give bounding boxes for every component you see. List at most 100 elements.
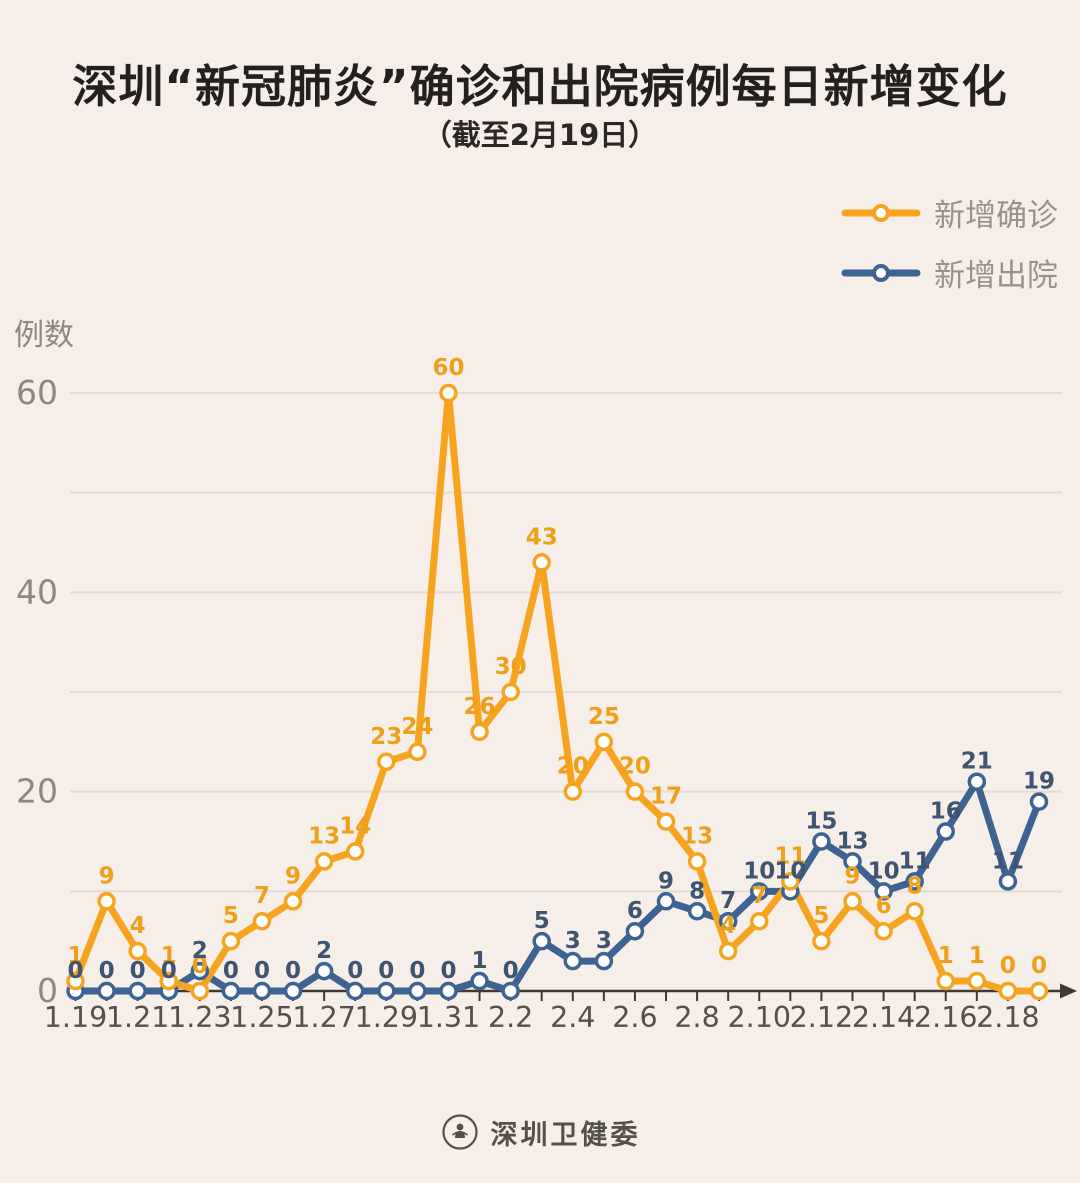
discharged-point xyxy=(936,822,955,841)
confirmed-point xyxy=(905,902,924,921)
discharged-point xyxy=(718,911,738,931)
y-axis-unit-label: 例数 xyxy=(14,318,74,353)
confirmed-value-label: 9 xyxy=(844,863,860,889)
x-tick-label: 2.4 xyxy=(550,1001,595,1034)
legend-swatch-confirmed-icon xyxy=(841,203,921,222)
confirmed-value-label: 30 xyxy=(495,654,527,680)
discharged-value-label: 0 xyxy=(254,958,270,984)
discharged-value-label: 5 xyxy=(534,908,550,934)
discharged-point xyxy=(221,981,241,1001)
x-tick-label: 1.27 xyxy=(292,1001,355,1034)
discharged-point xyxy=(594,951,614,971)
confirmed-value-label: 7 xyxy=(751,883,767,909)
confirmed-point xyxy=(128,941,147,961)
confirmed-point xyxy=(190,981,210,1001)
y-tick-label: 40 xyxy=(16,572,58,611)
page-title: 深圳“新冠肺炎”确诊和出院病例每日新增变化 xyxy=(72,60,1008,113)
x-tick-label: 1.21 xyxy=(106,1001,169,1034)
discharged-value-label: 21 xyxy=(961,749,993,775)
discharged-value-label: 3 xyxy=(565,928,581,954)
x-tick-label: 1.25 xyxy=(230,1001,293,1034)
discharged-value-label: 15 xyxy=(805,808,837,834)
discharged-value-label: 10 xyxy=(868,858,900,884)
x-tick-label: 2.16 xyxy=(914,1001,977,1034)
discharged-value-label: 19 xyxy=(1023,769,1055,795)
discharged-value-label: 10 xyxy=(774,858,806,884)
confirmed-value-label: 9 xyxy=(285,863,301,889)
confirmed-value-label: 1 xyxy=(161,943,177,969)
confirmed-value-label: 20 xyxy=(619,754,651,780)
legend: 新增确诊 新增出院 xyxy=(840,190,1058,295)
confirmed-value-label: 60 xyxy=(432,355,464,381)
discharged-value-label: 11 xyxy=(899,848,931,874)
confirmed-point xyxy=(377,752,396,772)
legend-item-discharged: 新增出院 xyxy=(840,250,1058,295)
confirmed-point xyxy=(687,852,707,871)
discharged-value-label: 0 xyxy=(161,958,177,984)
confirmed-point xyxy=(221,931,241,951)
confirmed-point xyxy=(1029,981,1049,1001)
discharged-point xyxy=(998,872,1018,891)
discharged-value-label: 9 xyxy=(658,868,674,894)
confirmed-point xyxy=(936,971,955,991)
health-commission-logo-icon xyxy=(441,1114,478,1150)
x-tick-label: 2.2 xyxy=(488,1001,533,1034)
legend-item-confirmed: 新增确诊 xyxy=(840,190,1058,235)
discharged-point xyxy=(625,921,645,941)
x-tick-label: 2.18 xyxy=(976,1001,1039,1034)
confirmed-point xyxy=(750,911,769,931)
discharged-point xyxy=(97,981,116,1001)
discharged-value-label: 11 xyxy=(992,848,1024,874)
confirmed-point xyxy=(625,782,645,801)
confirmed-point xyxy=(345,842,365,861)
legend-label-confirmed: 新增确诊 xyxy=(934,198,1058,234)
discharged-value-label: 0 xyxy=(130,958,146,984)
confirmed-point xyxy=(563,782,583,801)
confirmed-point xyxy=(283,892,303,911)
discharged-value-label: 0 xyxy=(285,958,301,984)
discharged-point xyxy=(314,961,334,981)
confirmed-value-label: 13 xyxy=(308,823,340,849)
discharged-value-label: 13 xyxy=(836,828,868,854)
x-tick-label: 1.31 xyxy=(417,1001,480,1034)
x-tick-label: 2.14 xyxy=(852,1001,915,1034)
x-tick-label: 2.8 xyxy=(674,1001,719,1034)
confirmed-point xyxy=(967,971,987,991)
discharged-point xyxy=(408,981,427,1001)
confirmed-point xyxy=(718,941,738,961)
discharged-value-label: 3 xyxy=(596,928,612,954)
confirmed-point xyxy=(66,971,85,991)
confirmed-value-label: 26 xyxy=(464,694,496,720)
x-tick-label: 2.10 xyxy=(728,1001,791,1034)
discharged-point xyxy=(283,981,303,1001)
x-tick-label: 1.23 xyxy=(168,1001,231,1034)
confirmed-value-label: 17 xyxy=(650,784,682,810)
discharged-value-label: 0 xyxy=(409,958,425,984)
discharged-value-label: 1 xyxy=(472,948,488,974)
discharged-point xyxy=(377,981,396,1001)
discharged-point xyxy=(843,852,862,871)
x-tick-label: 1.29 xyxy=(355,1001,418,1034)
discharged-value-label: 0 xyxy=(67,958,83,984)
confirmed-value-label: 6 xyxy=(876,893,892,919)
confirmed-value-label: 11 xyxy=(774,843,806,869)
confirmed-point xyxy=(408,742,427,762)
discharged-point xyxy=(967,772,987,791)
confirmed-point xyxy=(656,812,676,831)
discharged-point xyxy=(905,872,924,891)
discharged-value-label: 16 xyxy=(930,799,962,825)
confirmed-point xyxy=(874,921,893,941)
x-tick-label: 2.6 xyxy=(612,1001,657,1034)
legend-swatch-discharged-icon xyxy=(841,263,921,282)
x-axis-arrow xyxy=(1060,983,1077,999)
discharged-point xyxy=(439,981,458,1001)
confirmed-point xyxy=(470,722,489,742)
confirmed-value-label: 0 xyxy=(192,953,208,979)
y-tick-label: 20 xyxy=(16,772,58,811)
discharged-point xyxy=(874,882,893,901)
confirmed-value-label: 8 xyxy=(907,873,923,899)
confirmed-value-label: 23 xyxy=(370,724,402,750)
confirmed-point xyxy=(314,852,334,871)
y-tick-label: 0 xyxy=(37,971,58,1010)
